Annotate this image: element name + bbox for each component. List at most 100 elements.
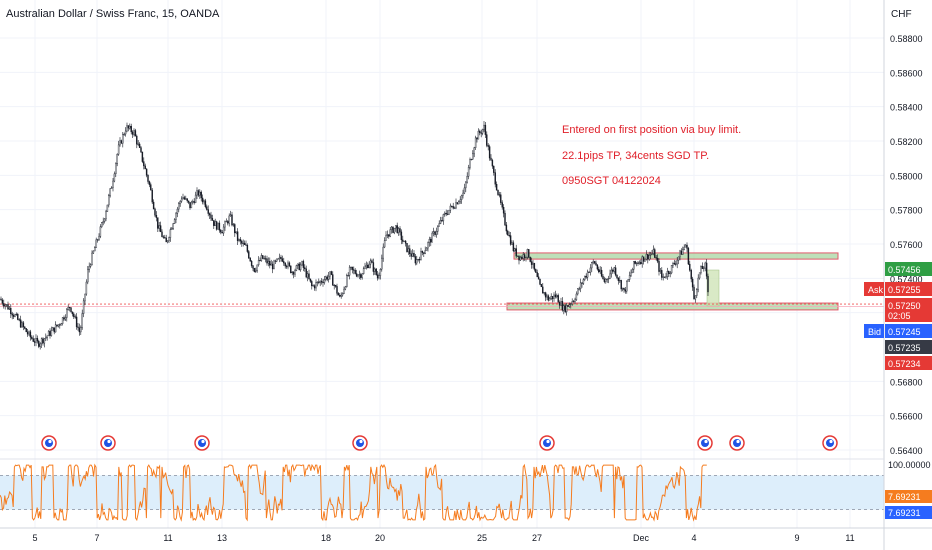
candle [75, 313, 78, 330]
candle [536, 269, 538, 278]
candle [572, 300, 575, 303]
candle [498, 191, 501, 198]
candle [612, 268, 614, 274]
candle [599, 266, 601, 275]
candle [322, 278, 324, 287]
event-marker-icon[interactable] [352, 435, 368, 451]
candle [283, 257, 285, 266]
candle [270, 259, 272, 266]
candle [40, 337, 43, 348]
candle [434, 230, 436, 237]
candle [243, 240, 246, 245]
candle [333, 283, 335, 290]
currency-label[interactable]: CHF [891, 9, 912, 20]
candle [670, 265, 673, 275]
event-marker-icon[interactable] [539, 435, 555, 451]
candle [396, 222, 398, 234]
x-tick-label: 5 [32, 533, 37, 543]
candle [271, 261, 274, 274]
candle [297, 263, 299, 270]
candle [171, 226, 173, 230]
candle [460, 194, 463, 204]
candle [67, 304, 69, 311]
candle [467, 164, 470, 180]
candle [696, 288, 698, 298]
x-tick-label: 25 [477, 533, 487, 543]
candle [584, 275, 586, 282]
candle [1, 298, 4, 306]
candle [560, 297, 562, 306]
candle [239, 237, 242, 245]
candle [645, 250, 648, 261]
candle [526, 248, 529, 260]
candle [549, 296, 551, 301]
candle [267, 257, 270, 267]
candle [284, 262, 286, 269]
candle [644, 258, 646, 262]
candle [175, 212, 177, 224]
candle [456, 201, 459, 205]
candle [292, 271, 295, 279]
candle [700, 265, 702, 275]
candle [647, 254, 649, 264]
candle [598, 266, 600, 274]
candle [327, 272, 330, 283]
y-tick-label: 0.57600 [890, 240, 923, 250]
candle [91, 250, 93, 266]
position-box[interactable] [706, 269, 720, 307]
candle [453, 206, 456, 209]
candle [124, 127, 127, 137]
candle [652, 245, 655, 256]
candle [448, 209, 450, 216]
candle [185, 195, 187, 200]
support-resistance-zone[interactable] [513, 252, 839, 260]
candle [624, 286, 627, 294]
candle [523, 253, 526, 261]
candle [312, 284, 314, 287]
candle [509, 232, 512, 246]
candle [631, 267, 634, 274]
candle [689, 260, 691, 272]
candle [432, 227, 435, 237]
candle [441, 216, 443, 223]
candle [302, 259, 305, 272]
candle [49, 328, 51, 339]
candle [406, 243, 408, 253]
candle [61, 317, 64, 326]
svg-text:0.57255: 0.57255 [888, 285, 921, 295]
svg-text:0.57250: 0.57250 [888, 301, 921, 311]
candle [169, 227, 172, 242]
candle [94, 246, 96, 252]
event-marker-icon[interactable] [729, 435, 745, 451]
candle [633, 261, 635, 273]
candle [452, 202, 454, 210]
event-marker-icon[interactable] [194, 435, 210, 451]
candle [508, 231, 510, 238]
candle [686, 242, 688, 253]
candle [179, 200, 181, 207]
candle [168, 236, 170, 243]
candle [687, 246, 690, 265]
candle [614, 264, 617, 277]
candle [507, 229, 509, 236]
candle [563, 303, 565, 315]
candle [304, 264, 306, 272]
candle [484, 122, 487, 139]
candle [208, 212, 211, 220]
candle [211, 214, 214, 221]
candle [425, 247, 428, 251]
candle [249, 257, 251, 262]
event-marker-icon[interactable] [100, 435, 116, 451]
candle [416, 255, 418, 266]
candle [491, 158, 494, 169]
candle [444, 211, 446, 217]
event-marker-icon[interactable] [41, 435, 57, 451]
candle [236, 228, 239, 246]
candle [115, 162, 117, 177]
candle [361, 273, 363, 280]
candle [690, 268, 692, 283]
event-marker-icon[interactable] [822, 435, 838, 451]
candle [477, 128, 480, 140]
event-marker-icon[interactable] [697, 435, 713, 451]
